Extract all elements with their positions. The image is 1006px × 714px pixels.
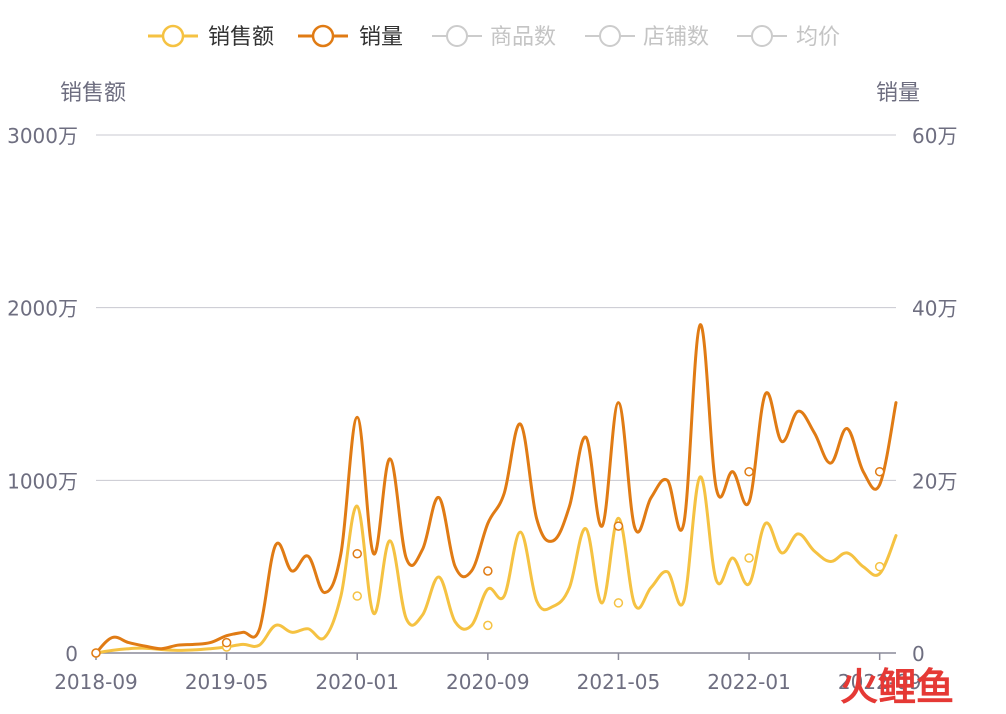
- data-point-sales-amount[interactable]: [352, 591, 362, 601]
- series-line-sales-volume: [94, 323, 898, 655]
- data-point-sales-amount[interactable]: [613, 598, 624, 608]
- data-point-sales-volume[interactable]: [613, 521, 624, 531]
- left-axis-ticks: 0 1000万 2000万 3000万: [7, 124, 78, 666]
- right-axis-ticks: 0 20万 40万 60万: [912, 124, 957, 666]
- x-axis-tick-label: 2020-01: [315, 670, 399, 694]
- right-axis-tick-label: 40万: [912, 297, 957, 321]
- legend-avg-price-swatch-circle: [751, 25, 773, 47]
- legend-item-sales-volume[interactable]: 销量: [298, 24, 403, 50]
- legend-store-count-swatch-circle: [599, 25, 621, 47]
- data-point-sales-amount[interactable]: [874, 561, 885, 572]
- watermark-text: 火鲤鱼: [840, 665, 954, 709]
- right-axis-tick-label: 60万: [912, 124, 957, 148]
- data-point-sales-volume[interactable]: [352, 548, 362, 559]
- x-axis-tick-label: 2022-01: [707, 670, 791, 694]
- x-axis-tick-label: 2021-05: [577, 670, 661, 694]
- x-axis-tick-label: 2022-09: [838, 670, 922, 694]
- x-axis: 2018-09 2019-05 2020-01 2020-09 2021-05 2022-…: [54, 653, 921, 694]
- left-axis-tick-label: 3000万: [7, 124, 78, 148]
- data-point-sales-volume[interactable]: [744, 466, 754, 477]
- legend-sales-amount-label: 销售额: [208, 25, 274, 50]
- left-axis-title: 销售额: [60, 81, 126, 106]
- legend-sales-amount-swatch-circle: [161, 24, 185, 48]
- left-axis-tick-label: 1000万: [7, 469, 78, 493]
- data-point-sales-amount[interactable]: [483, 620, 493, 631]
- left-axis-tick-label: 2000万: [7, 297, 78, 321]
- x-axis-tick-label: 2018-09: [54, 670, 138, 694]
- data-point-sales-volume[interactable]: [874, 466, 885, 477]
- x-axis-tick-label: 2020-09: [446, 670, 530, 694]
- data-point-sales-volume[interactable]: [483, 566, 493, 576]
- series-line-sales-amount: [94, 475, 898, 655]
- legend-item-avg-price[interactable]: 均价: [737, 25, 840, 50]
- legend-item-sales-amount[interactable]: 销售额: [148, 24, 274, 50]
- watermark-logo: 火鲤鱼: [840, 665, 954, 709]
- legend-item-product-count[interactable]: 商品数: [432, 25, 556, 50]
- right-axis-title: 销量: [876, 81, 920, 106]
- legend-product-count-swatch-circle: [446, 25, 468, 47]
- legend-sales-volume-swatch-circle: [311, 24, 335, 48]
- series-layer: [91, 323, 898, 658]
- legend-avg-price-label: 均价: [796, 25, 840, 50]
- right-axis-tick-label: 0: [912, 642, 925, 666]
- legend-sales-volume-label: 销量: [359, 25, 403, 50]
- left-axis-tick-label: 0: [65, 642, 78, 666]
- legend-product-count-label: 商品数: [490, 25, 556, 50]
- data-point-sales-volume[interactable]: [91, 648, 101, 658]
- x-axis-tick-label: 2019-05: [185, 670, 269, 694]
- legend-item-store-count[interactable]: 店铺数: [585, 25, 709, 50]
- data-point-sales-volume[interactable]: [221, 637, 232, 648]
- data-point-sales-amount[interactable]: [744, 553, 754, 563]
- grid: [96, 134, 896, 654]
- right-axis-tick-label: 20万: [912, 469, 957, 493]
- legend[interactable]: 销售额 销量 商品数 店铺数 均价: [148, 24, 840, 50]
- legend-store-count-label: 店铺数: [643, 25, 709, 50]
